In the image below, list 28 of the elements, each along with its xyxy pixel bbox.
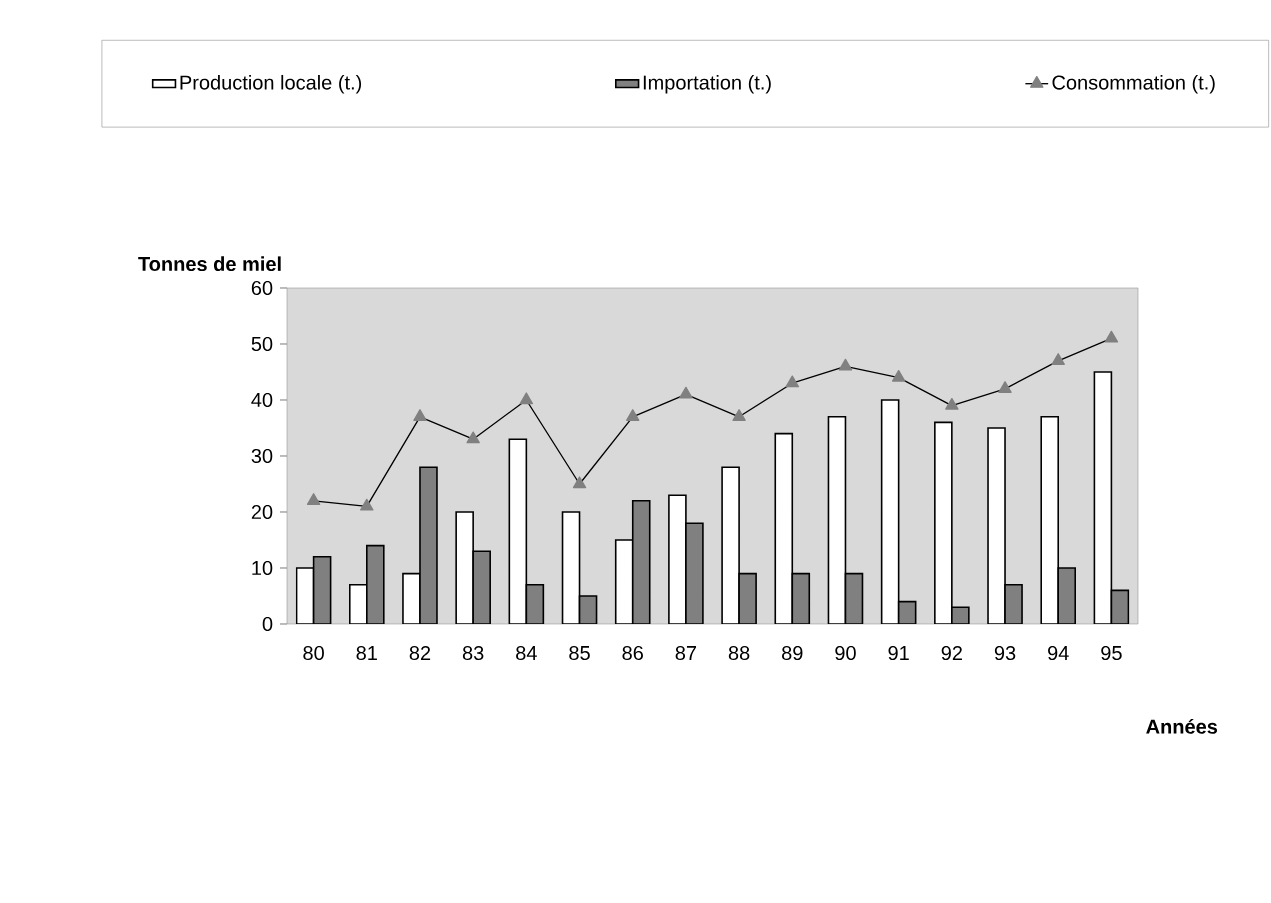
x-tick-label: 92 bbox=[941, 645, 962, 661]
x-tick-label: 82 bbox=[409, 645, 431, 661]
y-tick-label: 30 bbox=[251, 448, 273, 464]
y-axis-title: Tonnes de miel bbox=[138, 256, 281, 272]
x-tick-label: 95 bbox=[1101, 645, 1122, 661]
x-tick-label: 83 bbox=[462, 645, 484, 661]
x-tick-label: 89 bbox=[782, 645, 803, 661]
x-tick-label: 87 bbox=[675, 645, 697, 661]
y-tick-label: 10 bbox=[252, 560, 273, 576]
x-tick-label: 93 bbox=[994, 645, 1016, 661]
y-tick-label: 0 bbox=[262, 616, 273, 632]
x-tick-label: 91 bbox=[888, 645, 909, 661]
legend-label: Importation (t.) bbox=[643, 74, 771, 94]
x-tick-label: 86 bbox=[622, 645, 643, 661]
y-tick-label: 50 bbox=[251, 336, 273, 352]
x-axis-title: Années bbox=[1146, 718, 1218, 734]
y-tick-label: 40 bbox=[251, 392, 273, 408]
legend-label: Consommation (t.) bbox=[1052, 74, 1215, 94]
x-tick-label: 94 bbox=[1048, 645, 1069, 661]
x-tick-label: 80 bbox=[303, 645, 324, 661]
x-tick-label: 88 bbox=[728, 645, 750, 661]
x-tick-label: 85 bbox=[569, 645, 590, 661]
legend-label: Production locale (t.) bbox=[180, 74, 362, 94]
x-tick-label: 90 bbox=[835, 645, 856, 661]
y-tick-label: 20 bbox=[251, 504, 273, 520]
x-tick-label: 81 bbox=[356, 645, 377, 661]
x-tick-label: 84 bbox=[516, 645, 537, 661]
y-tick-label: 60 bbox=[251, 280, 273, 296]
